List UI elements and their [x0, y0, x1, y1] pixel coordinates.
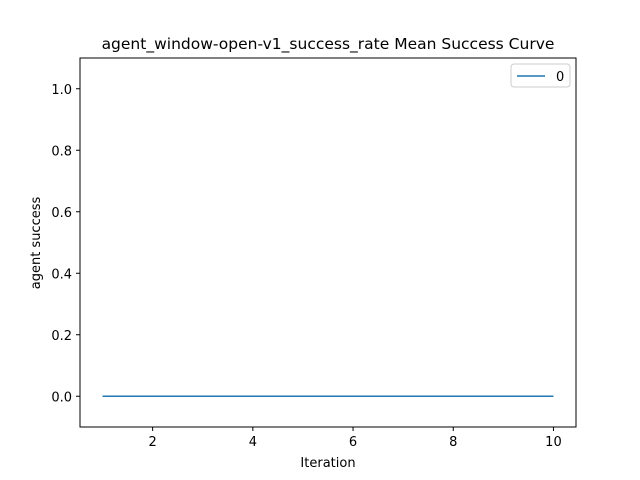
y-tick-label: 0.8 — [51, 144, 72, 159]
x-tick-label: 8 — [449, 435, 457, 450]
y-axis-label: agent success — [29, 197, 44, 290]
x-tick-label: 4 — [249, 435, 257, 450]
y-tick-label: 0.0 — [51, 390, 72, 405]
y-tick-label: 0.6 — [51, 206, 72, 221]
y-tick-label: 0.4 — [51, 267, 72, 282]
x-axis: 2 4 6 8 10 — [149, 427, 562, 450]
y-tick-label: 1.0 — [51, 83, 72, 98]
y-axis: 0.0 0.2 0.4 0.6 0.8 1.0 — [51, 83, 80, 405]
legend: 0 — [510, 63, 571, 88]
x-tick-label: 10 — [545, 435, 562, 450]
axes-frame — [79, 57, 577, 428]
x-tick-label: 6 — [349, 435, 357, 450]
chart-title: agent_window-open-v1_success_rate Mean S… — [102, 35, 555, 54]
legend-label: 0 — [556, 70, 564, 85]
x-axis-label: Iteration — [300, 456, 355, 471]
y-tick-label: 0.2 — [51, 329, 72, 344]
x-tick-label: 2 — [149, 435, 157, 450]
